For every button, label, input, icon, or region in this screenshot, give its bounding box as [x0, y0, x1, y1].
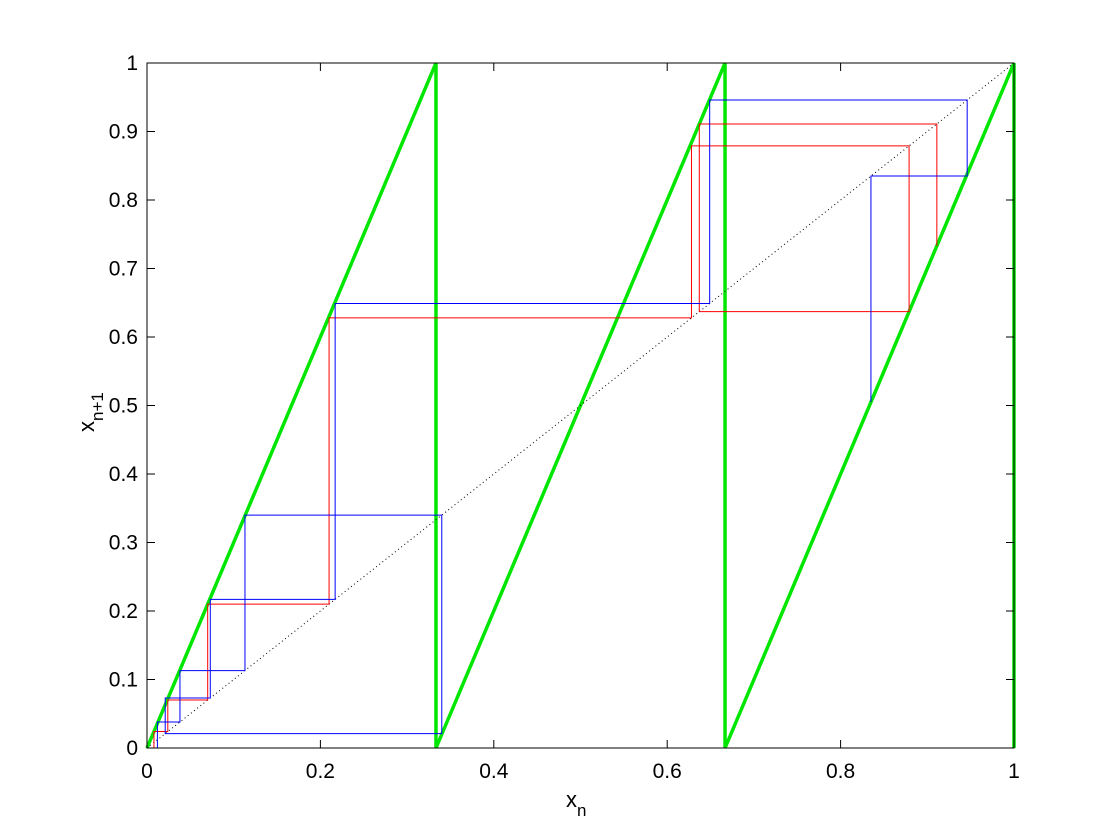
x-axis-label: xn — [566, 787, 586, 820]
series-orbit-blue — [156, 99, 968, 748]
x-axis-label-base: x — [566, 787, 577, 812]
x-tick-label: 0.2 — [306, 760, 335, 783]
map-segment — [145, 62, 438, 749]
y-tick-label: 1 — [126, 52, 138, 75]
x-axis-label-sub: n — [577, 801, 586, 820]
series-diagonal — [146, 62, 1015, 749]
y-axis: 0 0.1 0.2 0.3 0.4 0.5 0.6 0.7 0.8 0.9 1 — [109, 52, 1014, 760]
map-segment — [723, 62, 1016, 749]
x-tick-label: 0.4 — [479, 760, 509, 783]
diagonal-segment — [146, 62, 1015, 749]
orbit-blue-path — [156, 99, 968, 748]
x-tick-label: 0.8 — [826, 760, 855, 783]
y-tick-label: 0.8 — [109, 189, 138, 212]
y-axis-label-base: x — [74, 421, 99, 432]
y-axis-label-sub: n+1 — [88, 392, 107, 421]
x-tick-label: 0.6 — [653, 760, 682, 783]
y-tick-label: 0.6 — [109, 326, 138, 349]
x-tick-label: 0 — [141, 760, 153, 783]
y-tick-label: 0.4 — [109, 463, 139, 486]
y-axis-label: xn+1 — [74, 392, 107, 432]
x-tick-label: 1 — [1008, 760, 1020, 783]
series-orbit-red — [153, 123, 938, 748]
orbit-red-path — [153, 123, 938, 748]
y-tick-label: 0.7 — [109, 258, 138, 281]
x-axis: 0 0.2 0.4 0.6 0.8 1 — [141, 63, 1020, 783]
y-tick-label: 0.3 — [109, 532, 138, 555]
y-tick-label: 0 — [126, 737, 138, 760]
y-tick-label: 0.2 — [109, 600, 138, 623]
y-tick-label: 0.1 — [109, 669, 138, 692]
y-tick-label: 0.5 — [109, 395, 138, 418]
y-tick-label: 0.9 — [109, 121, 138, 144]
